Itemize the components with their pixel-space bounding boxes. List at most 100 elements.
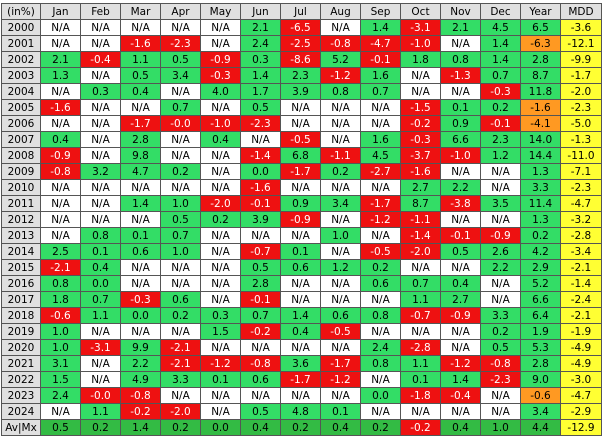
value-cell: -0.5 bbox=[280, 131, 321, 148]
value-cell: -7.1 bbox=[560, 163, 602, 180]
year-row: 2021 3.1 N/A 2.2 -2.1 -1.2 -0.8 3.6 -1.7 0.8 1.1 -1… bbox=[1, 355, 602, 372]
value-cell: -0.1 bbox=[440, 227, 481, 244]
value-cell: -3.7 bbox=[400, 147, 441, 164]
value-cell: -0.7 bbox=[400, 307, 441, 324]
value-cell: 0.7 bbox=[80, 291, 121, 308]
value-cell: -3.1 bbox=[400, 19, 441, 36]
value-cell: 0.5 bbox=[240, 99, 281, 116]
value-cell: N/A bbox=[480, 291, 521, 308]
value-cell: 1.0 bbox=[320, 227, 361, 244]
value-cell: -0.2 bbox=[120, 403, 161, 420]
value-cell: N/A bbox=[440, 211, 481, 228]
value-cell: -2.1 bbox=[160, 355, 201, 372]
value-cell: -2.3 bbox=[560, 179, 602, 196]
column-header: Oct bbox=[400, 3, 441, 20]
value-cell: 0.8 bbox=[80, 227, 121, 244]
value-cell: 1.2 bbox=[320, 259, 361, 276]
value-cell: -0.3 bbox=[200, 67, 241, 84]
value-cell: 5.2 bbox=[520, 275, 561, 292]
value-cell: N/A bbox=[160, 323, 201, 340]
value-cell: N/A bbox=[200, 163, 241, 180]
value-cell: N/A bbox=[280, 275, 321, 292]
value-cell: 6.6 bbox=[440, 131, 481, 148]
row-label: 2021 bbox=[1, 355, 41, 372]
row-label: 2005 bbox=[1, 99, 41, 116]
value-cell: 0.4 bbox=[440, 275, 481, 292]
value-cell: N/A bbox=[200, 179, 241, 196]
value-cell: 0.1 bbox=[120, 227, 161, 244]
value-cell: -0.3 bbox=[480, 83, 521, 100]
value-cell: -1.2 bbox=[200, 355, 241, 372]
value-cell: N/A bbox=[440, 83, 481, 100]
year-row: 2024 N/A 1.1 -0.2 -2.0 N/A 0.5 4.8 0.1 N/A N/A N/A N… bbox=[1, 403, 602, 420]
row-label: 2015 bbox=[1, 259, 41, 276]
value-cell: -0.8 bbox=[320, 35, 361, 52]
value-cell: 0.7 bbox=[240, 307, 281, 324]
year-row: 2023 2.4 -0.0 -0.8 N/A N/A N/A N/A N/A 0.0 -1.8 -0.… bbox=[1, 387, 602, 404]
value-cell: 0.4 bbox=[80, 259, 121, 276]
value-cell: -3.8 bbox=[440, 195, 481, 212]
value-cell: -2.0 bbox=[200, 195, 241, 212]
value-cell: 0.4 bbox=[240, 419, 281, 436]
value-cell: -2.1 bbox=[160, 339, 201, 356]
value-cell: N/A bbox=[200, 387, 241, 404]
value-cell: 0.8 bbox=[40, 275, 81, 292]
year-row: 2008 -0.9 N/A 9.8 N/A N/A -1.4 6.8 -1.1 4.5 -3.7 -1… bbox=[1, 147, 602, 164]
value-cell: -1.3 bbox=[440, 67, 481, 84]
value-cell: N/A bbox=[400, 67, 441, 84]
value-cell: 2.1 bbox=[240, 19, 281, 36]
value-cell: -0.8 bbox=[120, 387, 161, 404]
value-cell: 0.6 bbox=[240, 371, 281, 388]
value-cell: 9.9 bbox=[120, 339, 161, 356]
value-cell: 6.5 bbox=[520, 19, 561, 36]
value-cell: N/A bbox=[80, 371, 121, 388]
value-cell: 2.2 bbox=[120, 355, 161, 372]
unit-header: (in%) bbox=[1, 3, 41, 20]
value-cell: N/A bbox=[320, 291, 361, 308]
value-cell: -2.8 bbox=[560, 227, 602, 244]
value-cell: -0.8 bbox=[240, 355, 281, 372]
value-cell: 2.7 bbox=[400, 179, 441, 196]
value-cell: 0.5 bbox=[160, 211, 201, 228]
value-cell: 6.4 bbox=[520, 307, 561, 324]
row-label: 2019 bbox=[1, 323, 41, 340]
value-cell: N/A bbox=[360, 227, 401, 244]
value-cell: N/A bbox=[480, 387, 521, 404]
monthly-returns-table: (in%) Jan Feb Mar Apr May Jun Jul Aug Sep Oct Nov De… bbox=[1, 3, 602, 436]
value-cell: -1.7 bbox=[360, 195, 401, 212]
value-cell: 5.3 bbox=[520, 339, 561, 356]
row-label: 2011 bbox=[1, 195, 41, 212]
value-cell: -2.1 bbox=[40, 259, 81, 276]
value-cell: N/A bbox=[160, 19, 201, 36]
value-cell: N/A bbox=[320, 19, 361, 36]
value-cell: 9.8 bbox=[120, 147, 161, 164]
value-cell: N/A bbox=[360, 323, 401, 340]
year-row: 2000 N/A N/A N/A N/A N/A 2.1 -6.5 N/A 1.4 -3.1 2.1 4… bbox=[1, 19, 602, 36]
value-cell: 2.2 bbox=[440, 179, 481, 196]
value-cell: -2.5 bbox=[280, 35, 321, 52]
year-row: 2013 N/A 0.8 0.1 0.7 N/A N/A N/A 1.0 N/A -1.4 -0.1-… bbox=[1, 227, 602, 244]
value-cell: 1.1 bbox=[80, 403, 121, 420]
value-cell: N/A bbox=[400, 83, 441, 100]
row-label: 2010 bbox=[1, 179, 41, 196]
row-label: 2018 bbox=[1, 307, 41, 324]
value-cell: N/A bbox=[80, 35, 121, 52]
row-label: 2002 bbox=[1, 51, 41, 68]
row-label: 2024 bbox=[1, 403, 41, 420]
value-cell: 0.6 bbox=[280, 259, 321, 276]
value-cell: N/A bbox=[200, 19, 241, 36]
value-cell: -0.3 bbox=[120, 291, 161, 308]
value-cell: 0.9 bbox=[280, 195, 321, 212]
value-cell: N/A bbox=[200, 259, 241, 276]
value-cell: N/A bbox=[280, 179, 321, 196]
value-cell: -2.8 bbox=[400, 339, 441, 356]
value-cell: -0.9 bbox=[480, 227, 521, 244]
value-cell: -2.3 bbox=[160, 35, 201, 52]
value-cell: 0.2 bbox=[200, 211, 241, 228]
value-cell: N/A bbox=[120, 259, 161, 276]
value-cell: 0.3 bbox=[80, 83, 121, 100]
value-cell: 0.7 bbox=[160, 99, 201, 116]
value-cell: 0.0 bbox=[80, 275, 121, 292]
value-cell: 1.0 bbox=[40, 339, 81, 356]
value-cell: 0.4 bbox=[40, 131, 81, 148]
